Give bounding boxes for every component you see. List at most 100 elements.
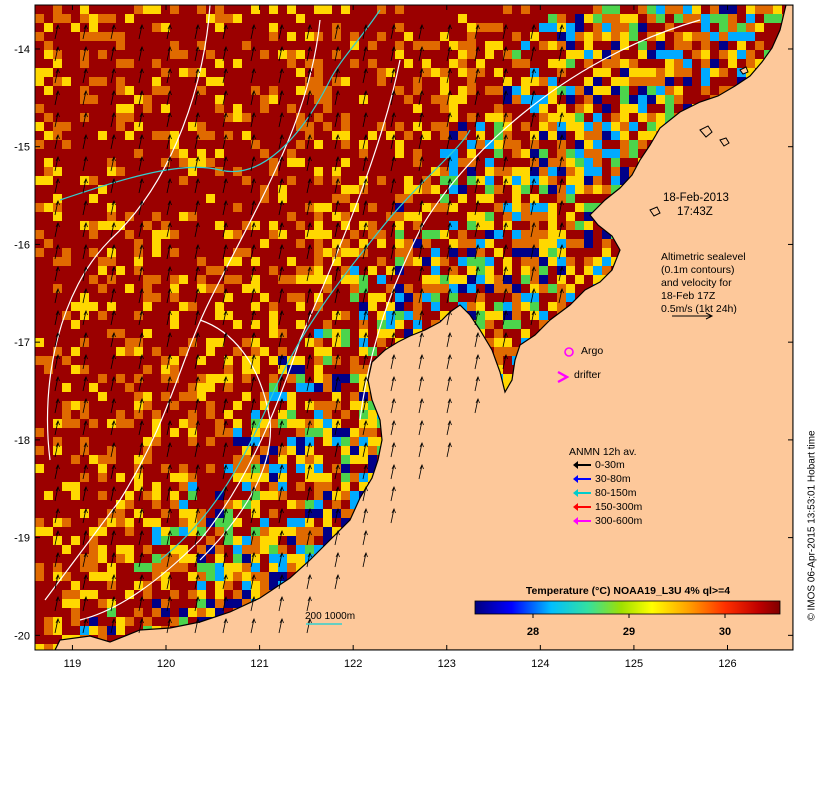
velocity-arrow-head [307, 354, 312, 360]
sst-cell [548, 248, 557, 257]
sst-cell [395, 50, 404, 59]
velocity-arrow [166, 530, 171, 546]
sst-cell [89, 563, 98, 572]
sst-cell [566, 41, 575, 50]
velocity-arrow [110, 244, 115, 260]
velocity-arrow [250, 574, 255, 590]
sst-cell [332, 167, 341, 176]
sst-cell [71, 320, 80, 329]
velocity-arrow [166, 464, 171, 480]
sst-cell [314, 86, 323, 95]
sst-cell [143, 302, 152, 311]
sst-cell [404, 257, 413, 266]
sst-cell [44, 491, 53, 500]
sst-cell [503, 203, 512, 212]
velocity-arrow [418, 46, 423, 62]
sst-cell [35, 464, 44, 473]
velocity-arrow-head [279, 90, 284, 96]
sst-cell [485, 320, 494, 329]
sst-cell [494, 113, 503, 122]
sst-cell [395, 122, 404, 131]
velocity-arrow-head [363, 178, 368, 184]
sst-cell [44, 167, 53, 176]
sst-cell [593, 149, 602, 158]
velocity-arrow-head [111, 442, 116, 448]
velocity-arrow-head [391, 90, 396, 96]
sst-cell [314, 113, 323, 122]
sst-cell [485, 266, 494, 275]
sst-cell [656, 50, 665, 59]
sst-cell [323, 320, 332, 329]
sst-cell [278, 464, 287, 473]
velocity-arrow [278, 596, 283, 612]
sst-cell [242, 455, 251, 464]
sst-cell [494, 248, 503, 257]
sst-cell [251, 338, 260, 347]
sst-cell [251, 509, 260, 518]
sst-cell [152, 419, 161, 428]
sst-cell [125, 518, 134, 527]
sst-cell [278, 392, 287, 401]
velocity-arrow [362, 552, 367, 568]
sst-cell [188, 383, 197, 392]
sst-cell [215, 554, 224, 563]
sst-cell [53, 203, 62, 212]
velocity-arrow-head [223, 46, 228, 52]
sst-cell [602, 248, 611, 257]
sst-cell [764, 5, 773, 14]
sst-cell [314, 509, 323, 518]
sst-cell [458, 275, 467, 284]
sst-cell [206, 464, 215, 473]
sst-cell [548, 113, 557, 122]
sst-cell [80, 176, 89, 185]
sst-cell [566, 32, 575, 41]
sst-cell [179, 617, 188, 626]
velocity-arrow-head [307, 134, 312, 140]
sst-cell [314, 356, 323, 365]
sst-cell [629, 104, 638, 113]
sst-cell [404, 212, 413, 221]
velocity-arrow-head [139, 486, 144, 492]
velocity-arrow [502, 24, 507, 40]
sst-cell [188, 410, 197, 419]
sst-cell [35, 176, 44, 185]
sst-cell [728, 5, 737, 14]
velocity-arrow [222, 552, 227, 568]
velocity-arrow-head [167, 398, 172, 404]
sst-cell [467, 86, 476, 95]
sst-cell [620, 122, 629, 131]
velocity-arrow-head [251, 442, 256, 448]
sst-cell [242, 392, 251, 401]
colorbar-title: Temperature (°C) NOAA19_L3U 4% ql>=4 [526, 585, 730, 597]
velocity-arrow-head [391, 376, 396, 382]
sst-cell [440, 257, 449, 266]
sst-cell [71, 482, 80, 491]
sst-cell [332, 77, 341, 86]
sst-cell [584, 104, 593, 113]
sst-cell [170, 428, 179, 437]
sst-cell [476, 212, 485, 221]
velocity-arrow-head [139, 266, 144, 272]
velocity-arrow-head [139, 134, 144, 140]
sst-cell [602, 86, 611, 95]
velocity-arrow-head [307, 530, 312, 536]
velocity-arrow-head [307, 508, 312, 514]
sst-cell [521, 230, 530, 239]
sst-cell [53, 212, 62, 221]
sst-cell [278, 356, 287, 365]
velocity-arrow-head [307, 420, 312, 426]
velocity-arrow [306, 376, 311, 392]
velocity-arrow [278, 420, 283, 436]
sst-cell [125, 86, 134, 95]
velocity-arrow [334, 442, 339, 458]
velocity-arrow [222, 464, 227, 480]
sst-cell [431, 248, 440, 257]
velocity-arrow [446, 332, 451, 348]
velocity-arrow-head [419, 310, 424, 316]
velocity-arrow-head [307, 112, 312, 118]
sst-cell [620, 14, 629, 23]
sst-cell [35, 518, 44, 527]
altimetry-line-3: and velocity for [661, 277, 732, 289]
velocity-arrow-head [475, 90, 480, 96]
sst-cell [494, 356, 503, 365]
